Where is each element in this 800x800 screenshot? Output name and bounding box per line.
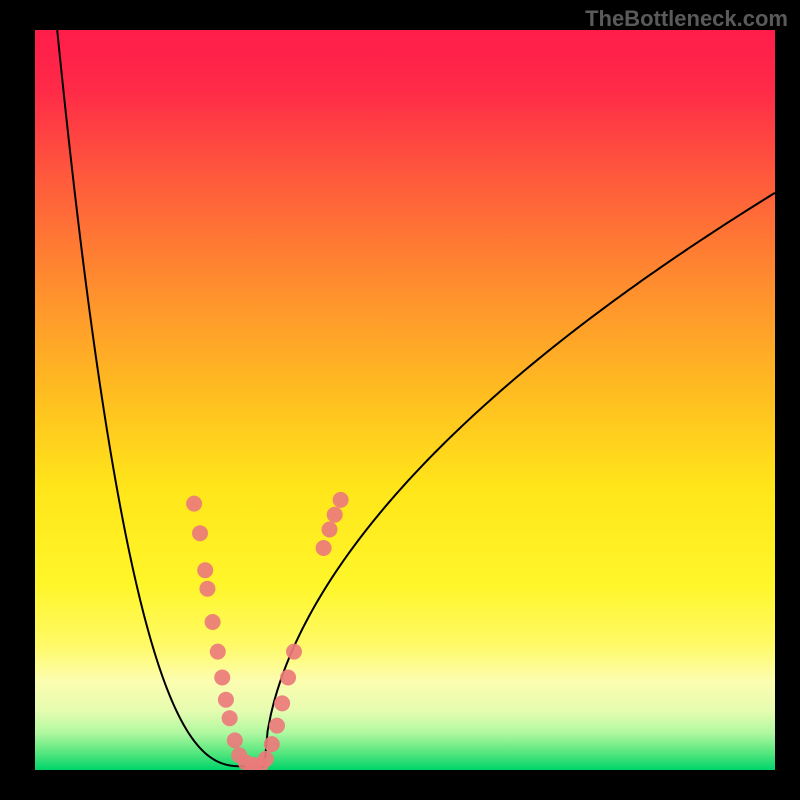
scatter-dot (186, 496, 202, 512)
scatter-dot (269, 718, 285, 734)
scatter-dot (199, 581, 215, 597)
scatter-dot (222, 710, 238, 726)
scatter-dot (280, 670, 296, 686)
scatter-dot (286, 644, 302, 660)
scatter-dot (210, 644, 226, 660)
scatter-dot (258, 751, 274, 767)
scatter-dot (322, 522, 338, 538)
scatter-dot (327, 507, 343, 523)
scatter-dot (333, 492, 349, 508)
scatter-dot (192, 525, 208, 541)
scatter-dot (264, 736, 280, 752)
scatter-dot (197, 562, 213, 578)
scatter-dot (214, 670, 230, 686)
scatter-dot (274, 695, 290, 711)
gradient-background (35, 30, 775, 770)
scatter-dot (205, 614, 221, 630)
scatter-dot (227, 732, 243, 748)
plot-svg (35, 30, 775, 770)
scatter-dot (316, 540, 332, 556)
scatter-dot (218, 692, 234, 708)
plot-area (35, 30, 775, 770)
watermark-text: TheBottleneck.com (585, 6, 788, 32)
